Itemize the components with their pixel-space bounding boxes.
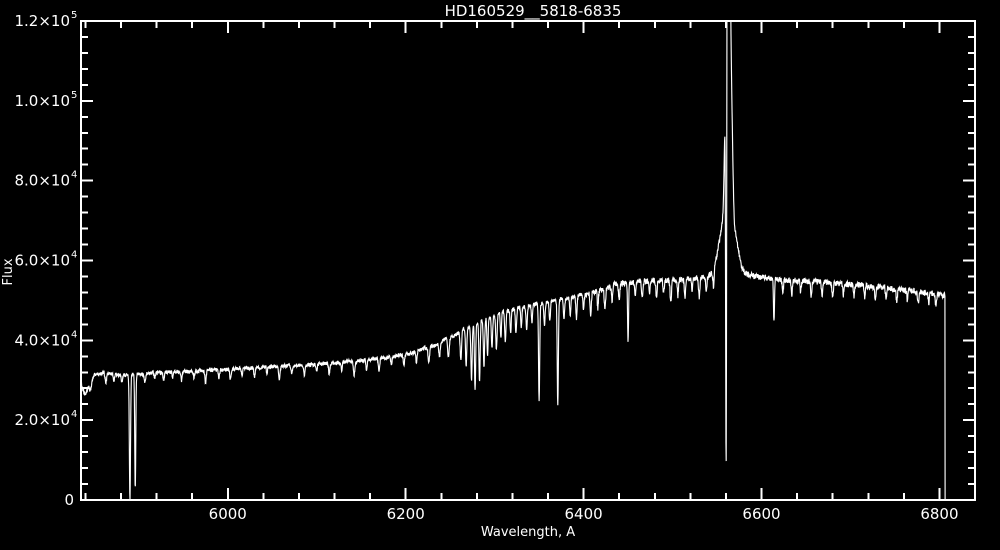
y-axis-title: Flux <box>1 258 16 285</box>
y-tick-label-exponent: 4 <box>71 170 77 181</box>
x-tick-label: 6600 <box>742 505 780 523</box>
y-tick-label-exponent: 5 <box>71 10 77 21</box>
page-title: HD160529__5818-6835 <box>445 2 622 21</box>
y-tick-label: 1.2×10 <box>14 12 70 30</box>
x-tick-label: 6200 <box>387 505 425 523</box>
y-tick-label-exponent: 5 <box>71 90 77 101</box>
x-tick-label: 6400 <box>565 505 603 523</box>
y-tick-label: 6.0×10 <box>14 252 70 270</box>
y-tick-label-exponent: 4 <box>71 409 77 420</box>
y-axis-tick-labels: 02.0×10 44.0×10 46.0×10 48.0×10 41.0×10 51.2×… <box>14 10 77 509</box>
y-tick-label: 8.0×10 <box>14 172 70 190</box>
x-axis-tick-labels: 6000 6200 6400 6600 6800 <box>209 505 959 523</box>
spectrum-trace <box>82 22 946 499</box>
x-tick-label: 6000 <box>209 505 247 523</box>
y-tick-label: 1.0×10 <box>14 92 70 110</box>
x-tick-label: 6800 <box>920 505 958 523</box>
y-tick-label: 0 <box>64 491 74 509</box>
x-axis-title: Wavelength, A <box>481 525 575 540</box>
y-axis-ticks <box>81 20 975 501</box>
y-tick-label: 2.0×10 <box>14 411 70 429</box>
y-tick-label-exponent: 4 <box>71 329 77 340</box>
y-tick-label: 4.0×10 <box>14 331 70 349</box>
x-axis-ticks <box>84 21 976 500</box>
y-tick-label-exponent: 4 <box>71 250 77 261</box>
